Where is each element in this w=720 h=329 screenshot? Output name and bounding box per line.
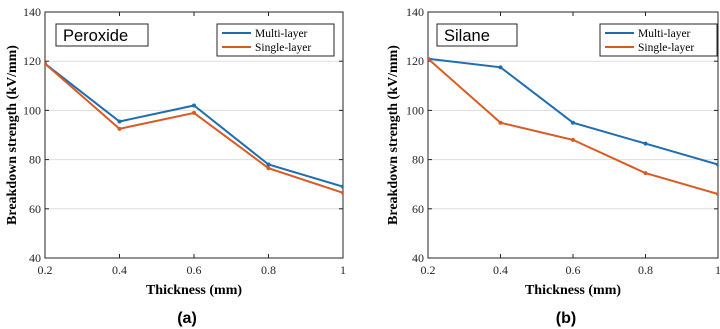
data-point [266, 166, 271, 171]
data-point [716, 162, 718, 167]
x-tick-label: 0.6 [187, 263, 202, 277]
data-point [117, 126, 122, 131]
x-tick-label: 0.4 [112, 263, 127, 277]
data-point [498, 120, 503, 125]
data-point [643, 141, 648, 146]
y-tick-label: 60 [29, 202, 41, 216]
y-tick-label: 40 [412, 251, 424, 265]
axes-box [44, 11, 344, 259]
y-tick-label: 120 [406, 54, 424, 68]
sample-tag-box [55, 23, 149, 47]
data-point [571, 137, 575, 142]
x-tick-label: 1 [340, 263, 346, 277]
panel-label: (a) [177, 310, 197, 327]
legend-box [216, 23, 335, 57]
data-point [341, 184, 343, 189]
sample-tag-box [436, 23, 518, 47]
y-axis-title: Breakdown strength (kV/mm) [5, 45, 20, 225]
x-axis-title: Thickness (mm) [525, 283, 621, 298]
sample-tag-label: Silane [444, 27, 490, 45]
data-point [498, 65, 503, 70]
x-tick-label: 0.8 [261, 263, 276, 277]
x-tick-label: 1 [715, 263, 720, 277]
legend-label: Single-layer [255, 42, 311, 54]
sample-tag-label: Peroxide [63, 27, 128, 45]
panel-label: (b) [556, 310, 576, 327]
data-point [716, 192, 718, 197]
x-tick-label: 0.8 [638, 263, 653, 277]
legend-label: Single-layer [638, 42, 694, 54]
x-tick-label: 0.2 [38, 263, 53, 277]
x-tick-label: 0.6 [566, 263, 581, 277]
y-tick-label: 60 [412, 202, 424, 216]
y-tick-label: 40 [29, 251, 41, 265]
y-tick-label: 140 [23, 5, 41, 19]
data-point [192, 110, 196, 115]
data-point [643, 171, 648, 176]
data-point [117, 119, 122, 124]
x-tick-label: 0.2 [421, 263, 436, 277]
y-tick-label: 80 [29, 153, 41, 167]
y-tick-label: 80 [412, 153, 424, 167]
data-point [266, 162, 271, 167]
y-axis-title: Breakdown strength (kV/mm) [386, 45, 401, 225]
legend-label: Multi-layer [255, 28, 308, 40]
y-tick-label: 100 [23, 103, 41, 117]
y-tick-label: 100 [406, 103, 424, 117]
x-tick-label: 0.4 [493, 263, 508, 277]
y-tick-label: 140 [406, 5, 424, 19]
panel-a: 40 60 80 100 120 140 0.2 0.4 0.6 0.8 1 Thickness (m… [5, 5, 346, 327]
axes-box [427, 11, 719, 259]
data-point [192, 103, 196, 108]
data-point [45, 61, 47, 66]
x-axis-title: Thickness (mm) [146, 283, 242, 298]
legend-label: Multi-layer [638, 28, 691, 40]
data-point [341, 190, 343, 195]
legend-box [599, 23, 718, 57]
data-point [428, 56, 430, 61]
panel-b: 40 60 80 100 120 140 0.2 0.4 0.6 0.8 1 Thickness (m… [386, 5, 720, 327]
y-tick-label: 120 [23, 54, 41, 68]
data-point [571, 120, 575, 125]
